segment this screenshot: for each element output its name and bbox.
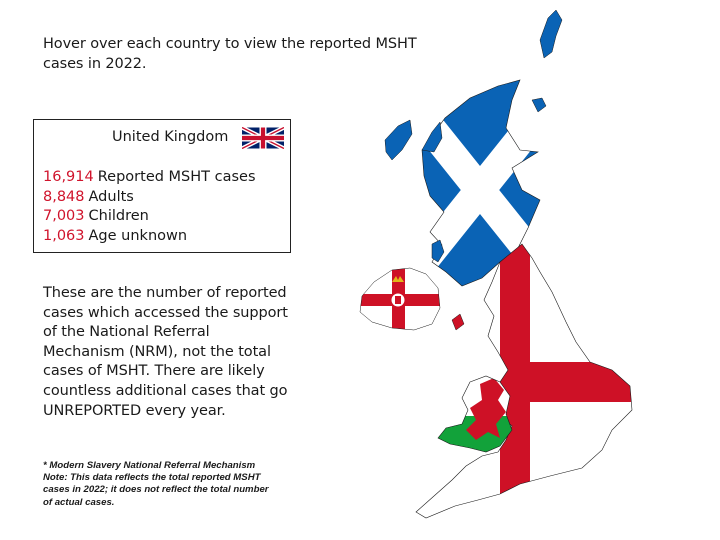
uk-map (350, 9, 633, 519)
stat-value: 1,063 (43, 227, 85, 244)
stat-row-children: 7,003 Children (43, 207, 256, 227)
country-title: United Kingdom (112, 129, 229, 145)
stat-row-adults: 8,848 Adults (43, 188, 256, 208)
stat-label: Reported MSHT cases (97, 169, 256, 185)
footnote-line: Note: This data reflects the total repor… (43, 472, 261, 484)
country-info-box: United Kingdom 16,914 Reported MSHT cases… (33, 119, 291, 253)
stat-label: Age unknown (88, 227, 188, 244)
stat-value: 8,848 (43, 188, 85, 205)
stat-label: Children (88, 208, 149, 224)
scotland-region[interactable] (384, 9, 563, 300)
stat-label: Adults (88, 188, 134, 205)
stat-value: 7,003 (43, 208, 85, 224)
footnote-line: of actual cases. (43, 496, 115, 508)
northern-ireland-region[interactable] (350, 265, 445, 335)
footnote-line: * Modern Slavery National Referral Mecha… (43, 460, 256, 471)
union-jack-flag-icon (242, 127, 284, 149)
stat-value: 16,914 (43, 169, 94, 185)
footnote: * Modern Slavery National Referral Mecha… (43, 460, 293, 509)
stats-list: 16,914 Reported MSHT cases 8,848 Adults 7,… (43, 168, 256, 246)
stat-row-unknown: 1,063 Age unknown (43, 227, 256, 247)
intro-text: Hover over each country to view the repo… (43, 36, 417, 72)
stat-row-total: 16,914 Reported MSHT cases (43, 168, 256, 188)
description-text: These are the number of reported cases w… (43, 285, 288, 419)
footnote-line: cases in 2022; it does not reflect the t… (43, 484, 269, 496)
